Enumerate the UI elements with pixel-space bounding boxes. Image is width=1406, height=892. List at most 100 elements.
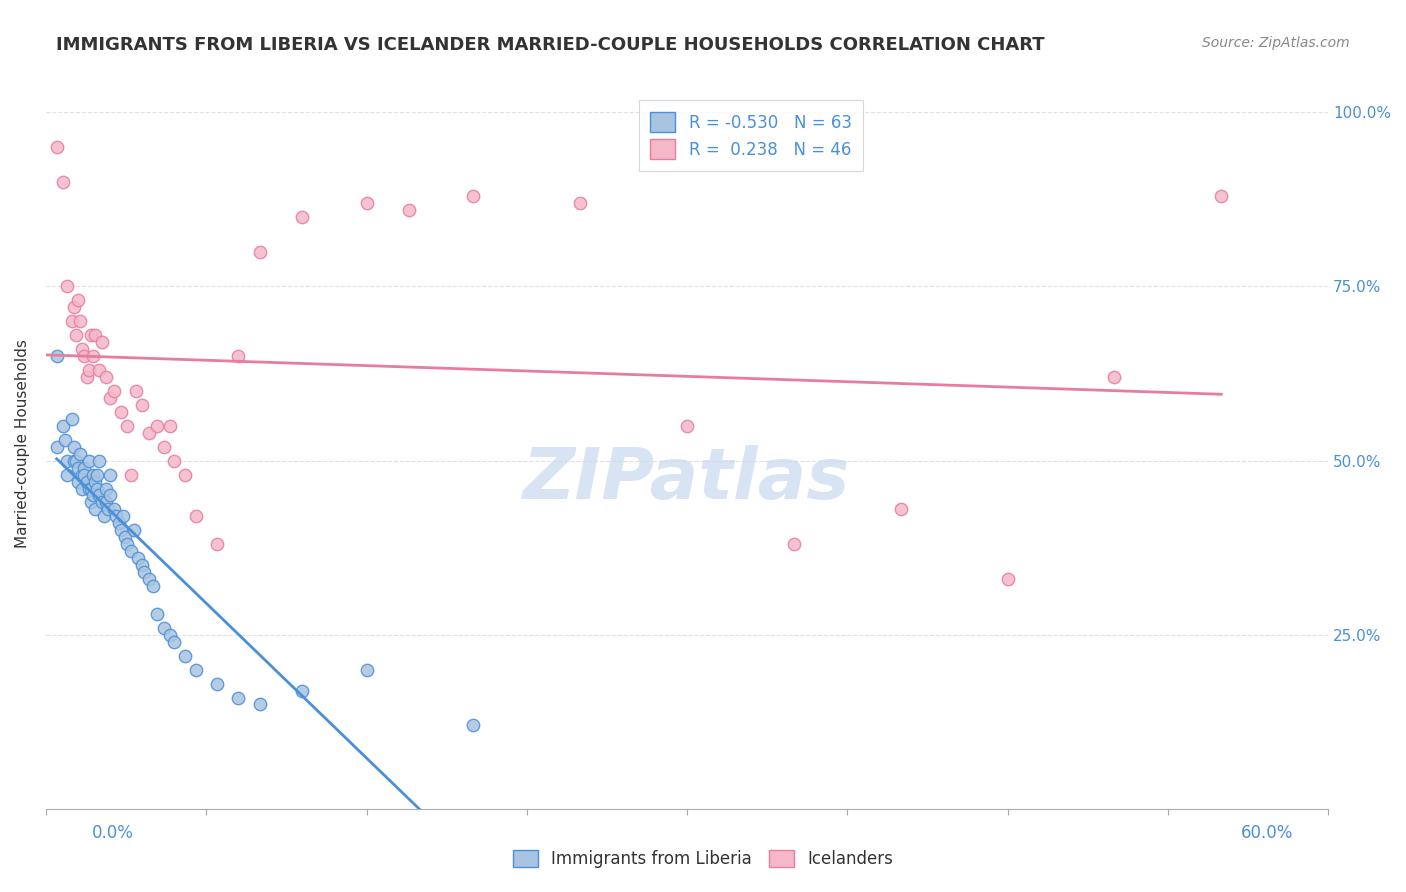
Point <box>89 363 111 377</box>
Point <box>163 453 186 467</box>
Point <box>173 467 195 482</box>
Text: ZIPatlas: ZIPatlas <box>523 445 851 515</box>
Point <box>65 453 87 467</box>
Point <box>73 467 96 482</box>
Text: 60.0%: 60.0% <box>1241 824 1294 842</box>
Point <box>131 558 153 573</box>
Point <box>146 607 169 621</box>
Point <box>62 301 84 315</box>
Point <box>356 195 378 210</box>
Point <box>82 467 104 482</box>
Y-axis label: Married-couple Households: Married-couple Households <box>15 339 30 548</box>
Point <box>73 460 96 475</box>
Text: IMMIGRANTS FROM LIBERIA VS ICELANDER MARRIED-COUPLE HOUSEHOLDS CORRELATION CHART: IMMIGRANTS FROM LIBERIA VS ICELANDER MAR… <box>56 36 1045 54</box>
Point <box>1211 189 1233 203</box>
Point <box>152 621 174 635</box>
Point <box>120 467 142 482</box>
Point <box>94 370 117 384</box>
Point <box>115 418 138 433</box>
Point <box>138 572 160 586</box>
Point <box>110 524 132 538</box>
Legend: R = -0.530   N = 63, R =  0.238   N = 46: R = -0.530 N = 63, R = 0.238 N = 46 <box>638 101 863 171</box>
Point <box>69 447 91 461</box>
Point <box>90 495 112 509</box>
Point <box>134 565 156 579</box>
Point <box>142 579 165 593</box>
Point <box>783 537 806 551</box>
Text: 0.0%: 0.0% <box>91 824 134 842</box>
Point <box>205 676 228 690</box>
Point <box>82 488 104 502</box>
Point <box>249 698 271 712</box>
Point <box>463 718 485 732</box>
Point <box>80 328 103 343</box>
Text: Source: ZipAtlas.com: Source: ZipAtlas.com <box>1202 36 1350 50</box>
Point <box>62 453 84 467</box>
Point <box>997 572 1019 586</box>
Point <box>890 502 912 516</box>
Point <box>80 495 103 509</box>
Point <box>56 453 79 467</box>
Point <box>173 648 195 663</box>
Point <box>45 440 67 454</box>
Point <box>205 537 228 551</box>
Point <box>110 405 132 419</box>
Point <box>569 195 592 210</box>
Point <box>146 418 169 433</box>
Point <box>86 467 108 482</box>
Point <box>84 475 107 489</box>
Point <box>131 398 153 412</box>
Point <box>115 537 138 551</box>
Point <box>127 551 149 566</box>
Point <box>80 482 103 496</box>
Point <box>184 663 207 677</box>
Point <box>111 509 134 524</box>
Point <box>226 349 249 363</box>
Point <box>138 425 160 440</box>
Point <box>120 544 142 558</box>
Point <box>226 690 249 705</box>
Point <box>60 412 83 426</box>
Point <box>89 488 111 502</box>
Point <box>152 440 174 454</box>
Point <box>82 349 104 363</box>
Point <box>72 467 94 482</box>
Point <box>1104 370 1126 384</box>
Point <box>77 453 100 467</box>
Point <box>66 475 89 489</box>
Point <box>463 189 485 203</box>
Point <box>103 502 125 516</box>
Point <box>84 328 107 343</box>
Legend: Immigrants from Liberia, Icelanders: Immigrants from Liberia, Icelanders <box>506 843 900 875</box>
Point <box>56 467 79 482</box>
Point <box>77 482 100 496</box>
Point <box>45 140 67 154</box>
Point <box>77 363 100 377</box>
Point <box>73 349 96 363</box>
Point <box>398 202 420 217</box>
Point <box>84 502 107 516</box>
Point <box>93 509 115 524</box>
Point <box>98 488 121 502</box>
Point <box>66 460 89 475</box>
Point <box>103 384 125 398</box>
Point <box>89 453 111 467</box>
Point <box>76 475 98 489</box>
Point <box>76 370 98 384</box>
Point <box>291 683 314 698</box>
Point <box>159 628 181 642</box>
Point <box>52 175 75 189</box>
Point <box>45 349 67 363</box>
Point <box>65 328 87 343</box>
Point <box>114 530 136 544</box>
Point <box>86 482 108 496</box>
Point <box>72 482 94 496</box>
Point <box>184 509 207 524</box>
Point <box>60 314 83 328</box>
Point <box>122 524 145 538</box>
Point <box>53 433 76 447</box>
Point <box>107 516 129 531</box>
Point <box>69 314 91 328</box>
Point <box>66 293 89 308</box>
Point <box>52 418 75 433</box>
